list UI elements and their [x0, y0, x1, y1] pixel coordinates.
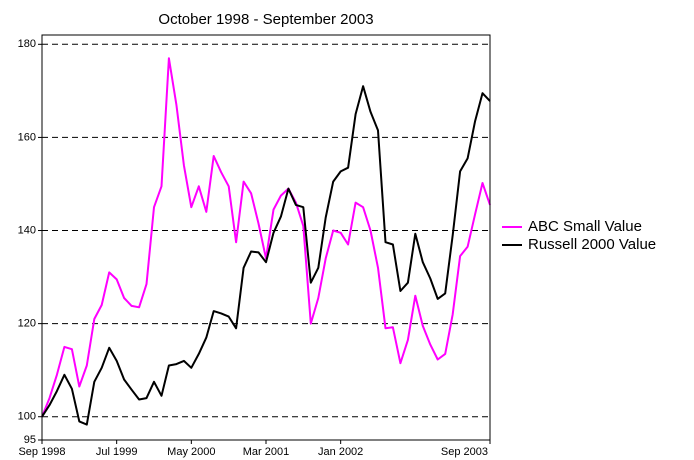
x-tick-label: Sep 1998	[18, 446, 65, 458]
series-line	[41, 85, 491, 426]
y-tick-label: 180	[18, 38, 36, 50]
x-tick-label: Jan 2002	[318, 446, 363, 458]
chart-title: October 1998 - September 2003	[158, 11, 373, 28]
y-tick-label: 140	[18, 224, 36, 236]
series-line	[41, 57, 491, 418]
x-tick-label: Jul 1999	[96, 446, 138, 458]
x-tick-label: Sep 2003	[441, 446, 488, 458]
x-tick-label: May 2000	[167, 446, 215, 458]
y-tick-label: 120	[18, 318, 36, 330]
y-tick-label: 100	[18, 411, 36, 423]
y-tick-label: 95	[24, 434, 36, 446]
x-tick-label: Mar 2001	[243, 446, 289, 458]
plot-frame	[41, 34, 491, 441]
legend-label: ABC Small Value	[528, 218, 642, 235]
y-tick-label: 160	[18, 131, 36, 143]
legend-label: Russell 2000 Value	[528, 236, 656, 253]
